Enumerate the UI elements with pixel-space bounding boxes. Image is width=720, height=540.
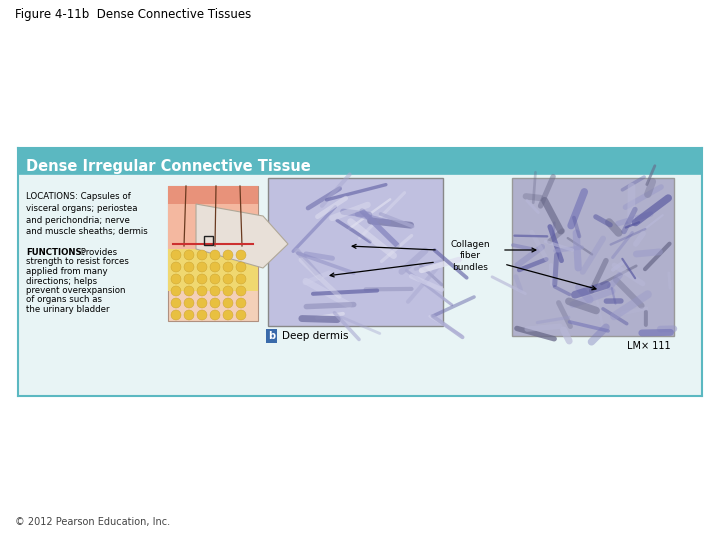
Circle shape: [210, 262, 220, 272]
Circle shape: [171, 298, 181, 308]
Circle shape: [210, 274, 220, 284]
Text: strength to resist forces: strength to resist forces: [26, 258, 129, 267]
Circle shape: [184, 274, 194, 284]
Circle shape: [184, 262, 194, 272]
Circle shape: [197, 262, 207, 272]
Text: LOCATIONS: Capsules of
visceral organs; periostea
and perichondria; nerve
and mu: LOCATIONS: Capsules of visceral organs; …: [26, 192, 148, 237]
FancyBboxPatch shape: [18, 174, 702, 396]
Circle shape: [210, 310, 220, 320]
Text: Collagen
fiber
bundles: Collagen fiber bundles: [450, 240, 490, 272]
Circle shape: [236, 310, 246, 320]
Circle shape: [223, 298, 233, 308]
Circle shape: [210, 250, 220, 260]
FancyBboxPatch shape: [268, 178, 443, 326]
Circle shape: [171, 286, 181, 296]
FancyBboxPatch shape: [512, 178, 674, 336]
Text: of organs such as: of organs such as: [26, 295, 102, 305]
Text: the urinary bladder: the urinary bladder: [26, 305, 109, 314]
Text: Provides: Provides: [78, 248, 117, 257]
Text: Dense Irregular Connective Tissue: Dense Irregular Connective Tissue: [26, 159, 311, 173]
Circle shape: [197, 274, 207, 284]
Circle shape: [223, 310, 233, 320]
Text: Figure 4-11b  Dense Connective Tissues: Figure 4-11b Dense Connective Tissues: [15, 8, 251, 21]
Circle shape: [223, 262, 233, 272]
Circle shape: [236, 274, 246, 284]
Text: Deep dermis: Deep dermis: [282, 331, 348, 341]
Circle shape: [171, 262, 181, 272]
Circle shape: [210, 286, 220, 296]
Circle shape: [171, 250, 181, 260]
FancyBboxPatch shape: [18, 148, 702, 174]
FancyBboxPatch shape: [168, 186, 258, 204]
Circle shape: [223, 250, 233, 260]
Circle shape: [171, 274, 181, 284]
Circle shape: [210, 298, 220, 308]
Circle shape: [197, 310, 207, 320]
Text: © 2012 Pearson Education, Inc.: © 2012 Pearson Education, Inc.: [15, 517, 170, 527]
Circle shape: [197, 298, 207, 308]
Circle shape: [184, 298, 194, 308]
Polygon shape: [196, 204, 288, 268]
Text: FUNCTIONS:: FUNCTIONS:: [26, 248, 85, 257]
Circle shape: [184, 250, 194, 260]
Circle shape: [236, 250, 246, 260]
Circle shape: [184, 286, 194, 296]
Circle shape: [171, 310, 181, 320]
FancyBboxPatch shape: [168, 204, 258, 249]
FancyBboxPatch shape: [168, 249, 258, 291]
Text: b: b: [268, 331, 275, 341]
Circle shape: [223, 274, 233, 284]
Text: applied from many: applied from many: [26, 267, 107, 276]
Circle shape: [197, 286, 207, 296]
Circle shape: [236, 262, 246, 272]
Circle shape: [223, 286, 233, 296]
Circle shape: [184, 310, 194, 320]
Circle shape: [236, 286, 246, 296]
Circle shape: [197, 250, 207, 260]
Text: prevent overexpansion: prevent overexpansion: [26, 286, 125, 295]
Circle shape: [236, 298, 246, 308]
Text: LM× 111: LM× 111: [627, 341, 671, 351]
Text: directions; helps: directions; helps: [26, 276, 97, 286]
FancyBboxPatch shape: [168, 186, 258, 321]
